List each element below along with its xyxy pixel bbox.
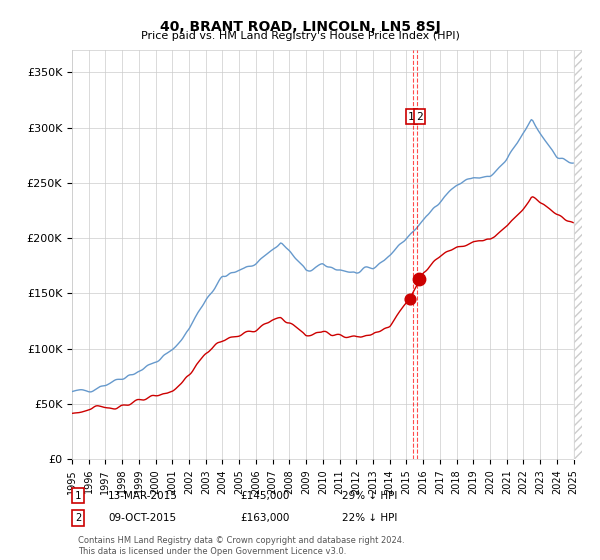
Text: Price paid vs. HM Land Registry's House Price Index (HPI): Price paid vs. HM Land Registry's House … <box>140 31 460 41</box>
Text: Contains HM Land Registry data © Crown copyright and database right 2024.
This d: Contains HM Land Registry data © Crown c… <box>78 536 404 556</box>
Point <box>415 274 424 283</box>
Point <box>405 295 415 304</box>
Text: 1: 1 <box>408 111 415 122</box>
Text: 40, BRANT ROAD, LINCOLN, LN5 8SJ: 40, BRANT ROAD, LINCOLN, LN5 8SJ <box>160 20 440 34</box>
Text: £145,000: £145,000 <box>240 491 289 501</box>
Text: 29% ↓ HPI: 29% ↓ HPI <box>342 491 397 501</box>
Text: 2: 2 <box>416 111 422 122</box>
Text: 1: 1 <box>75 491 81 501</box>
Text: £163,000: £163,000 <box>240 513 289 523</box>
Text: 13-MAR-2015: 13-MAR-2015 <box>108 491 178 501</box>
Text: 2: 2 <box>75 513 81 523</box>
Text: 22% ↓ HPI: 22% ↓ HPI <box>342 513 397 523</box>
Text: 09-OCT-2015: 09-OCT-2015 <box>108 513 176 523</box>
